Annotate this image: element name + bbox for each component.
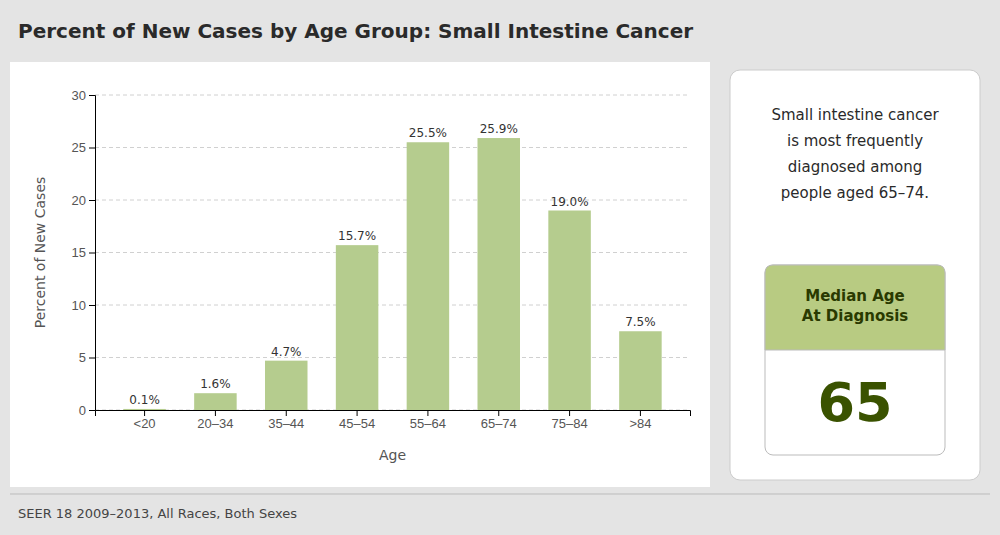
y-tick-mark bbox=[89, 410, 95, 411]
y-tick-mark bbox=[89, 200, 95, 201]
title: Percent of New Cases by Age Group: Small… bbox=[18, 19, 693, 43]
sidebar-text-line: is most frequently bbox=[787, 132, 923, 150]
x-tick-label: 65–74 bbox=[481, 416, 517, 431]
y-axis: 0 5 10 15 20 25 30 bbox=[72, 88, 96, 418]
x-tick: <20 bbox=[134, 410, 156, 431]
data-label: 4.7% bbox=[271, 345, 302, 359]
y-tick: 10 bbox=[72, 298, 95, 313]
median-box-header bbox=[765, 265, 945, 350]
y-tick-label: 0 bbox=[79, 403, 86, 418]
x-tick-label: 35–44 bbox=[268, 416, 304, 431]
y-tick-mark bbox=[89, 305, 95, 306]
sidebar-text-line: people aged 65–74. bbox=[781, 184, 929, 202]
grid-line bbox=[95, 147, 690, 148]
grid-line bbox=[95, 305, 690, 306]
y-tick-mark bbox=[89, 148, 95, 149]
chart-panel bbox=[10, 62, 710, 487]
x-tick-label: >84 bbox=[629, 416, 651, 431]
data-label: 25.5% bbox=[409, 126, 447, 140]
grid-line bbox=[95, 357, 690, 358]
sidebar-text-line: diagnosed among bbox=[788, 158, 922, 176]
sidebar-text-line: Small intestine cancer bbox=[771, 106, 939, 124]
x-tick-label: 45–54 bbox=[339, 416, 375, 431]
bar bbox=[265, 361, 308, 410]
x-tick-mark bbox=[427, 410, 428, 416]
x-tick-label: 55–64 bbox=[410, 416, 446, 431]
x-tick: 75–84 bbox=[552, 410, 588, 431]
x-tick: 45–54 bbox=[339, 410, 375, 431]
chart-root: Percent of New Cases by Age Group: Small… bbox=[0, 0, 1000, 535]
data-label: 25.9% bbox=[480, 122, 518, 136]
data-label: 19.0% bbox=[551, 195, 589, 209]
y-tick: 20 bbox=[72, 193, 95, 208]
x-tick-label: 75–84 bbox=[552, 416, 588, 431]
x-tick-mark bbox=[357, 410, 358, 416]
footnote: SEER 18 2009–2013, All Races, Both Sexes bbox=[18, 506, 297, 521]
y-tick: 15 bbox=[72, 245, 95, 260]
y-axis-title: Percent of New Cases bbox=[32, 177, 48, 329]
x-tick: 35–44 bbox=[268, 410, 304, 431]
x-tick-mark bbox=[144, 410, 145, 416]
x-tick: 20–34 bbox=[197, 410, 233, 431]
x-tick-mark bbox=[286, 410, 287, 416]
sidebar-text: Small intestine cancer is most frequently… bbox=[771, 106, 939, 202]
grid bbox=[95, 95, 690, 410]
x-tick-mark bbox=[640, 410, 641, 416]
data-labels: 0.1% 1.6% 4.7% 15.7% 25.5% 25.9% 19.0% 7.5% bbox=[129, 122, 655, 407]
background bbox=[0, 0, 1000, 535]
bar bbox=[619, 331, 662, 410]
x-tick: 65–74 bbox=[481, 410, 517, 431]
grid-line bbox=[95, 200, 690, 201]
y-axis-line bbox=[89, 96, 96, 411]
x-axis-line bbox=[96, 411, 691, 417]
y-tick-label: 20 bbox=[72, 193, 86, 208]
bar bbox=[407, 142, 450, 410]
y-tick: 25 bbox=[72, 140, 95, 155]
y-tick-label: 15 bbox=[72, 245, 86, 260]
bar bbox=[478, 138, 521, 410]
grid-line bbox=[95, 95, 690, 96]
bars bbox=[123, 138, 661, 410]
y-tick-label: 30 bbox=[72, 88, 86, 103]
median-box bbox=[765, 265, 945, 455]
median-label: Median Age At Diagnosis bbox=[802, 287, 909, 325]
y-tick: 0 bbox=[79, 403, 95, 418]
x-tick-label: <20 bbox=[134, 416, 156, 431]
grid-line bbox=[95, 252, 690, 253]
data-label: 0.1% bbox=[129, 393, 160, 407]
y-tick-label: 10 bbox=[72, 298, 86, 313]
x-tick-mark bbox=[569, 410, 570, 416]
bar bbox=[336, 245, 379, 410]
y-tick-mark bbox=[89, 358, 95, 359]
x-tick-label: 20–34 bbox=[197, 416, 233, 431]
footnote-rule bbox=[10, 494, 990, 495]
data-label: 1.6% bbox=[200, 377, 231, 391]
y-tick-mark bbox=[89, 95, 95, 96]
x-axis-title: Age bbox=[379, 447, 406, 463]
median-value: 65 bbox=[817, 371, 892, 434]
bar bbox=[123, 409, 166, 410]
y-tick-mark bbox=[89, 253, 95, 254]
y-tick-label: 5 bbox=[79, 350, 86, 365]
y-tick: 30 bbox=[72, 88, 95, 103]
x-tick: 55–64 bbox=[410, 410, 446, 431]
y-tick: 5 bbox=[79, 350, 95, 365]
x-tick-mark bbox=[215, 410, 216, 416]
median-label-line: At Diagnosis bbox=[802, 307, 909, 325]
data-label: 7.5% bbox=[625, 315, 656, 329]
x-axis: <20 20–34 35–44 45–54 55–64 65–74 75–84 >84 bbox=[96, 410, 691, 431]
x-tick-mark bbox=[498, 410, 499, 416]
bar bbox=[548, 211, 591, 411]
x-tick: >84 bbox=[629, 410, 651, 431]
y-tick-label: 25 bbox=[72, 140, 86, 155]
bar bbox=[194, 393, 237, 410]
data-label: 15.7% bbox=[338, 229, 376, 243]
median-label-line: Median Age bbox=[805, 287, 905, 305]
sidebar-panel bbox=[730, 70, 980, 480]
